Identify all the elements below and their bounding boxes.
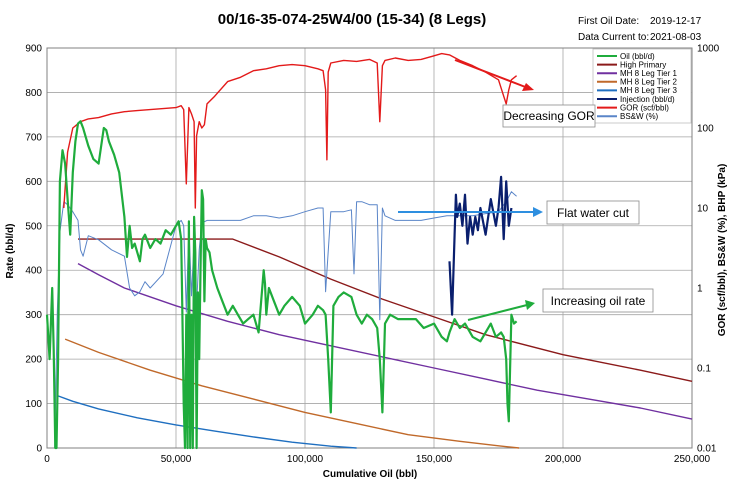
y2-tick-label: 100 bbox=[697, 124, 714, 135]
legend-entry: MH 8 Leg Tier 2 bbox=[620, 78, 677, 87]
series-line-gor-scf-bbl bbox=[63, 52, 518, 209]
chart-title: 00/16-35-074-25W4/00 (15-34) (8 Legs) bbox=[218, 11, 486, 28]
y2-tick-label: 0.1 bbox=[697, 364, 711, 375]
y-tick-label: 300 bbox=[25, 310, 42, 321]
x-axis-label: Cumulative Oil (bbl) bbox=[323, 469, 417, 480]
annotation-flat-water-cut: Flat water cut bbox=[398, 200, 640, 225]
annotation-increasing-oil-rate: Increasing oil rate bbox=[467, 288, 654, 321]
x-tick-label: 0 bbox=[44, 454, 50, 465]
data-current-label: Data Current to: bbox=[578, 32, 649, 43]
y-tick-label: 900 bbox=[25, 44, 42, 55]
x-tick-label: 50,000 bbox=[161, 454, 192, 465]
decreasing-gor-arrow bbox=[454, 59, 529, 89]
x-tick-labels: 0 50,000 100,000 150,000 200,000 250,000 bbox=[44, 454, 710, 465]
y-tick-label: 600 bbox=[25, 177, 42, 188]
y-tick-label: 700 bbox=[25, 132, 42, 143]
legend-entry: Injection (bbl/d) bbox=[620, 95, 675, 104]
decreasing-gor-arrowhead bbox=[522, 83, 534, 91]
y-tick-label: 500 bbox=[25, 221, 42, 232]
series-line-injection-bbl-d bbox=[448, 175, 513, 316]
y-tick-labels: 0 100 200 300 400 500 600 700 800 900 bbox=[25, 44, 42, 455]
increasing-oil-rate-label: Increasing oil rate bbox=[551, 294, 646, 308]
legend-entry: Oil (bbl/d) bbox=[620, 52, 655, 61]
first-oil-label: First Oil Date: bbox=[578, 16, 639, 27]
y-tick-label: 200 bbox=[25, 355, 42, 366]
decreasing-gor-box bbox=[502, 104, 596, 128]
y2-tick-label: 1000 bbox=[697, 44, 720, 55]
legend-entry: MH 8 Leg Tier 1 bbox=[620, 69, 677, 78]
flat-water-cut-label: Flat water cut bbox=[557, 206, 630, 220]
x-tick-label: 100,000 bbox=[287, 454, 324, 465]
legend-entry: BS&W (%) bbox=[620, 112, 659, 121]
data-current-value: 2021-08-03 bbox=[650, 32, 702, 43]
flat-water-cut-arrowhead bbox=[533, 207, 543, 217]
increasing-oil-rate-arrow bbox=[467, 304, 528, 321]
x-tick-label: 200,000 bbox=[545, 454, 582, 465]
series-line-high-primary bbox=[78, 238, 693, 382]
legend-entry: GOR (scf/bbl) bbox=[620, 103, 669, 112]
x-tick-label: 250,000 bbox=[674, 454, 711, 465]
annotation-decreasing-gor: Decreasing GOR bbox=[454, 59, 596, 128]
series-line-mh-8-leg-tier-1 bbox=[77, 262, 693, 420]
y-tick-label: 400 bbox=[25, 266, 42, 277]
flat-water-cut-box bbox=[546, 200, 640, 225]
y2-tick-label: 10 bbox=[697, 204, 709, 215]
y2-tick-label: 0.01 bbox=[697, 444, 717, 455]
increasing-oil-rate-arrowhead bbox=[525, 300, 535, 310]
legend-box bbox=[592, 48, 692, 124]
x-tick-label: 150,000 bbox=[416, 454, 453, 465]
series-line-oil-bbl-d bbox=[45, 120, 518, 450]
y2-axis-label: GOR (scf/bbl), BS&W (%), BHP (kPa) bbox=[717, 164, 728, 337]
increasing-oil-rate-box bbox=[542, 288, 654, 313]
y-axis-label: Rate (bbl/d) bbox=[5, 224, 16, 279]
series-line-mh-8-leg-tier-2 bbox=[64, 338, 520, 449]
y-tick-label: 800 bbox=[25, 88, 42, 99]
legend-entry: High Primary bbox=[620, 60, 666, 69]
series-line-mh-8-leg-tier-3 bbox=[57, 394, 357, 449]
y-tick-label: 0 bbox=[36, 444, 42, 455]
plot-area-frame bbox=[46, 47, 693, 449]
series-layer bbox=[45, 52, 693, 450]
y-tick-label: 100 bbox=[25, 399, 42, 410]
series-line-bs-w bbox=[54, 191, 517, 449]
y2-tick-labels: 0.01 0.1 1 10 100 1000 bbox=[697, 44, 720, 455]
y2-tick-label: 1 bbox=[697, 284, 703, 295]
decreasing-gor-label: Decreasing GOR bbox=[503, 109, 595, 123]
first-oil-value: 2019-12-17 bbox=[650, 16, 702, 27]
legend-entry: MH 8 Leg Tier 3 bbox=[620, 86, 677, 95]
